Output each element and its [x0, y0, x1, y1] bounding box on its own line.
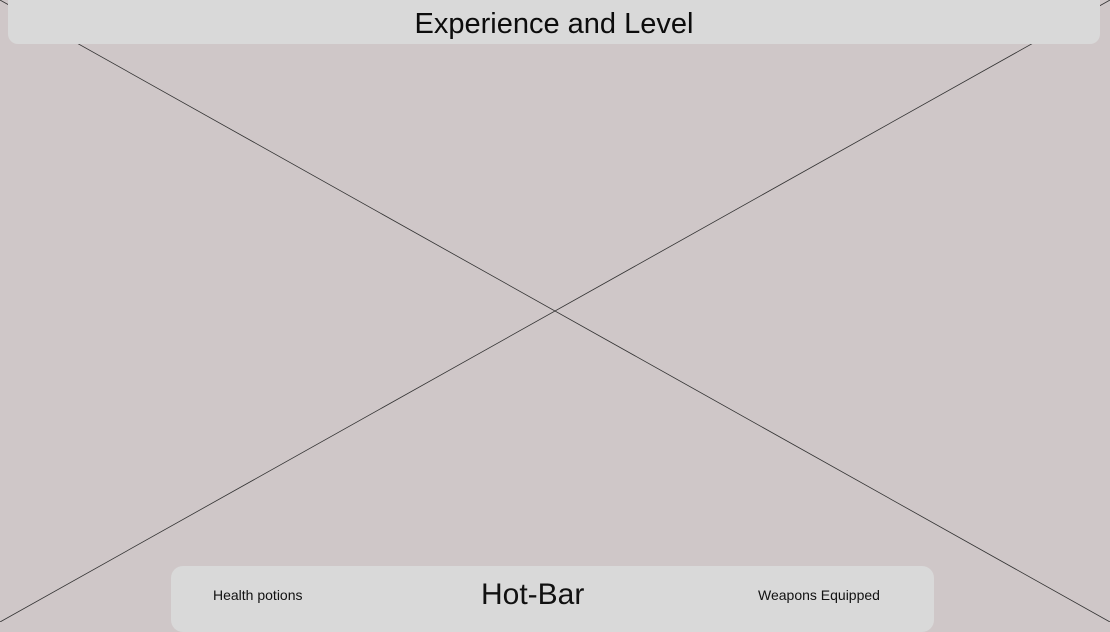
- experience-level-bar: Experience and Level: [8, 0, 1100, 44]
- hotbar: Health potions Hot-Bar Weapons Equipped: [171, 566, 934, 632]
- experience-level-title: Experience and Level: [414, 8, 694, 40]
- hotbar-title: Hot-Bar: [481, 578, 585, 611]
- weapons-equipped-slot-label[interactable]: Weapons Equipped: [758, 587, 880, 603]
- health-potions-slot-label[interactable]: Health potions: [213, 587, 303, 603]
